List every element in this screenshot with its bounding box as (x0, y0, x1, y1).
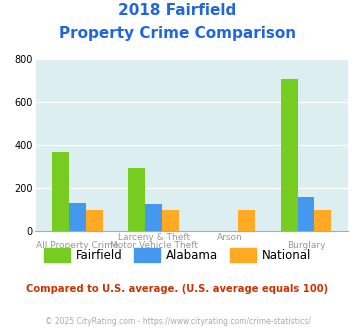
Bar (145, 204, 162, 231)
Bar (69, 203, 86, 231)
Bar (86, 210, 103, 231)
Text: Motor Vehicle Theft: Motor Vehicle Theft (110, 241, 198, 250)
Bar (297, 197, 315, 231)
Text: Larceny & Theft: Larceny & Theft (118, 233, 190, 242)
Text: © 2025 CityRating.com - https://www.cityrating.com/crime-statistics/: © 2025 CityRating.com - https://www.city… (45, 317, 310, 326)
Bar (238, 210, 255, 231)
Text: All Property Crime: All Property Crime (36, 241, 119, 250)
Text: Arson: Arson (217, 233, 243, 242)
Bar (162, 210, 179, 231)
Text: Burglary: Burglary (287, 241, 325, 250)
Bar (315, 210, 331, 231)
Text: Property Crime Comparison: Property Crime Comparison (59, 26, 296, 41)
Bar (281, 79, 297, 231)
Text: 2018 Fairfield: 2018 Fairfield (118, 3, 237, 18)
Legend: Fairfield, Alabama, National: Fairfield, Alabama, National (39, 244, 316, 267)
Bar (129, 168, 145, 231)
Bar (52, 152, 69, 231)
Text: Compared to U.S. average. (U.S. average equals 100): Compared to U.S. average. (U.S. average … (26, 284, 329, 294)
